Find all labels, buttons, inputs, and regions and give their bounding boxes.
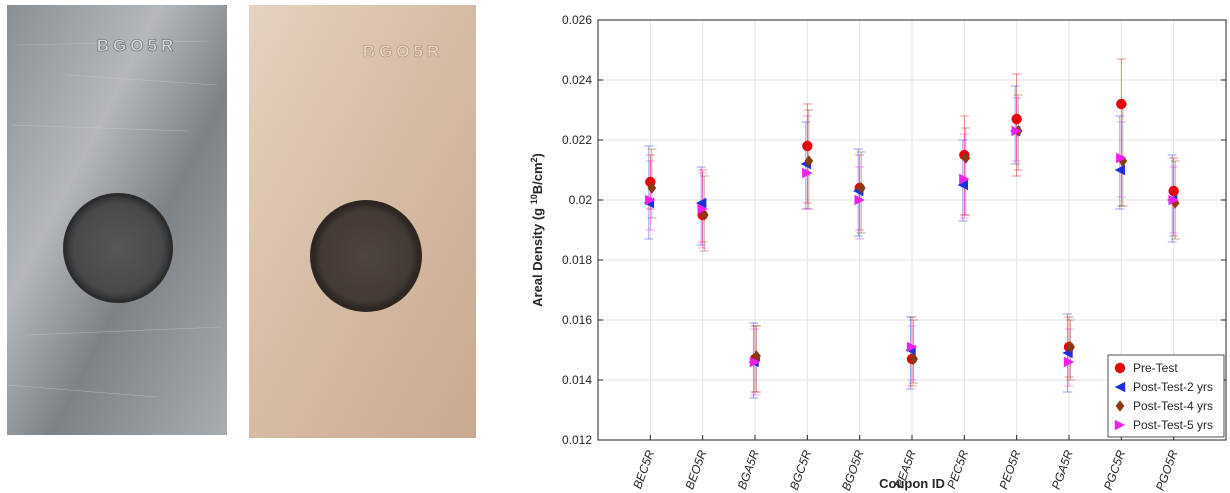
coupon-photo-pre-test: BGO5R [7, 5, 227, 435]
legend-label: Post-Test-5 yrs [1133, 418, 1213, 432]
x-tick-label: PGC5R [1101, 448, 1128, 492]
x-tick-label: PEC5R [944, 448, 971, 491]
coupon-photo-pre-test-image: BGO5R [7, 5, 227, 435]
x-tick-label: BEC5R [630, 448, 657, 491]
data-point [1168, 186, 1178, 196]
y-tick-label: 0.018 [562, 253, 592, 267]
x-tick-label: BEO5R [682, 448, 709, 491]
x-tick-label: BGO5R [839, 448, 867, 493]
x-tick-label: PGA5R [1049, 448, 1076, 491]
x-axis-label: Coupon ID [879, 476, 945, 491]
y-tick-label: 0.026 [562, 13, 592, 27]
y-tick-label: 0.022 [562, 133, 592, 147]
legend-label: Post-Test-2 yrs [1133, 380, 1213, 394]
x-tick-label: BGC5R [787, 448, 814, 492]
x-tick-label: PEO5R [996, 448, 1023, 491]
coupon-stamp-right: BGO5R [363, 42, 443, 61]
coupon-photo-post-test-image: BGO5R [249, 5, 476, 438]
data-point [1116, 99, 1126, 109]
data-point [802, 141, 812, 151]
y-tick-label: 0.012 [562, 433, 592, 447]
x-tick-label: PGO5R [1153, 448, 1181, 493]
coupon-photo-post-test: BGO5R [249, 5, 476, 438]
y-axis-label-mid: B/cm [530, 162, 545, 194]
legend-marker [1115, 363, 1125, 373]
x-tick-label: BGA5R [735, 448, 762, 491]
y-tick-label: 0.02 [569, 193, 593, 207]
y-tick-label: 0.024 [562, 73, 592, 87]
areal-density-chart: 0.0120.0140.0160.0180.020.0220.0240.026 … [520, 0, 1230, 493]
y-tick-label: 0.016 [562, 313, 592, 327]
legend-label: Post-Test-4 yrs [1133, 399, 1213, 413]
y-axis-label-sup1: 10 [529, 194, 539, 204]
y-axis-label: Areal Density (g 10B/cm2) [529, 153, 545, 307]
y-axis-label-end: ) [530, 153, 545, 157]
chart-legend: Pre-Test Post-Test-2 yrs Post-Test-4 yrs Po… [1108, 355, 1224, 437]
legend-label: Pre-Test [1133, 361, 1178, 375]
y-axis-label-main: Areal Density (g [530, 204, 545, 307]
data-point [1011, 114, 1021, 124]
y-tick-label: 0.014 [562, 373, 592, 387]
coupon-stamp-left: BGO5R [97, 36, 177, 55]
